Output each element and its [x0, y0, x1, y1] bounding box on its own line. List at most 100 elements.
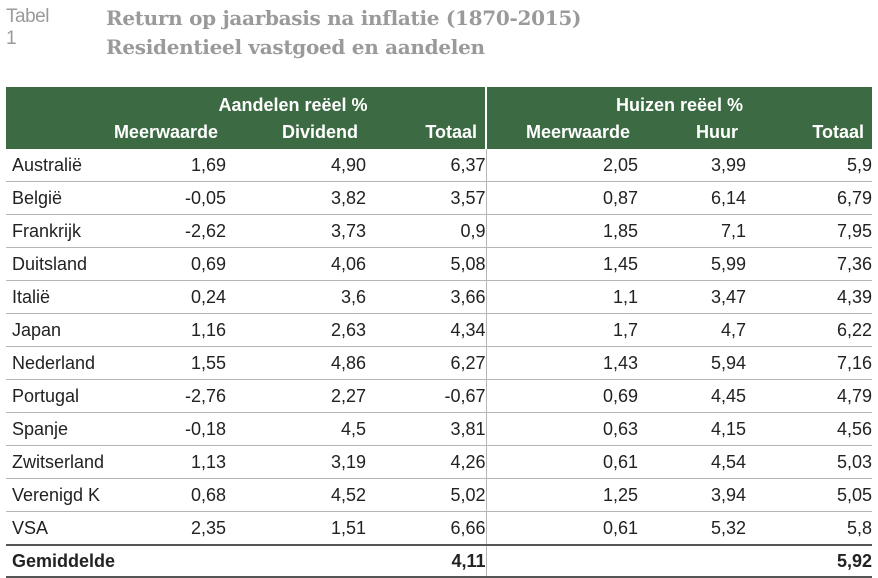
country-cell: Portugal [6, 379, 101, 413]
table-row: Zwitserland 1,13 3,19 4,26 0,61 4,54 5,0… [6, 445, 873, 479]
corner-cell [6, 87, 101, 119]
value-cell: 4,45 [638, 379, 747, 413]
value-cell: -2,62 [101, 214, 226, 248]
value-cell: 1,45 [486, 247, 639, 281]
value-cell: -0,18 [101, 412, 226, 446]
value-cell: 4,34 [366, 313, 487, 347]
value-cell: 6,37 [366, 149, 487, 182]
value-cell: 0,69 [486, 379, 639, 413]
value-cell: 4,5 [226, 412, 366, 446]
empty-cell [226, 544, 366, 578]
value-cell: 4,86 [226, 346, 366, 380]
country-cell: Nederland [6, 346, 101, 380]
value-cell: 3,66 [366, 280, 487, 314]
value-cell: 1,69 [101, 149, 226, 182]
value-cell: 6,14 [638, 181, 747, 215]
table-row: Italië 0,24 3,6 3,66 1,1 3,47 4,39 [6, 280, 873, 314]
col-header: Meerwaarde [486, 119, 639, 149]
value-cell: 7,95 [746, 214, 873, 248]
value-cell: 1,85 [486, 214, 639, 248]
value-cell: 3,82 [226, 181, 366, 215]
table-row: Spanje -0,18 4,5 3,81 0,63 4,15 4,56 [6, 412, 873, 446]
table-row: Australië 1,69 4,90 6,37 2,05 3,99 5,9 [6, 149, 873, 182]
value-cell: 2,35 [101, 511, 226, 546]
value-cell: 3,19 [226, 445, 366, 479]
value-cell: 3,57 [366, 181, 487, 215]
value-cell: -2,76 [101, 379, 226, 413]
value-cell: 4,90 [226, 149, 366, 182]
average-row: Gemiddelde 4,11 5,92 [6, 544, 873, 578]
value-cell: 4,79 [746, 379, 873, 413]
value-cell: 3,6 [226, 280, 366, 314]
value-cell: 0,69 [101, 247, 226, 281]
value-cell: 5,32 [638, 511, 747, 546]
value-cell: 3,73 [226, 214, 366, 248]
col-header: Dividend [226, 119, 366, 149]
value-cell: 6,22 [746, 313, 873, 347]
group-houses: Huizen reëel % [486, 87, 873, 119]
value-cell: 0,87 [486, 181, 639, 215]
table-number-label: Tabel 1 [6, 6, 49, 49]
value-cell: 4,7 [638, 313, 747, 347]
table-row: Verenigd K 0,68 4,52 5,02 1,25 3,94 5,05 [6, 478, 873, 512]
value-cell: 1,13 [101, 445, 226, 479]
value-cell: 4,39 [746, 280, 873, 314]
value-cell: 6,27 [366, 346, 487, 380]
value-cell: 1,1 [486, 280, 639, 314]
empty-cell [101, 544, 226, 578]
country-cell: Spanje [6, 412, 101, 446]
value-cell: 0,61 [486, 511, 639, 546]
value-cell: -0,67 [366, 379, 487, 413]
value-cell: 4,26 [366, 445, 487, 479]
country-cell: België [6, 181, 101, 215]
group-header-row: Aandelen reëel % Huizen reëel % [6, 87, 873, 119]
average-stocks-total: 4,11 [366, 544, 487, 578]
value-cell: 4,56 [746, 412, 873, 446]
value-cell: -0,05 [101, 181, 226, 215]
value-cell: 1,16 [101, 313, 226, 347]
country-cell: Australië [6, 149, 101, 182]
value-cell: 1,51 [226, 511, 366, 546]
value-cell: 3,94 [638, 478, 747, 512]
table-row: Portugal -2,76 2,27 -0,67 0,69 4,45 4,79 [6, 379, 873, 413]
value-cell: 5,05 [746, 478, 873, 512]
value-cell: 1,55 [101, 346, 226, 380]
table-subtitle: Residentieel vastgoed en aandelen [106, 35, 485, 59]
value-cell: 2,05 [486, 149, 639, 182]
table-row: VSA 2,35 1,51 6,66 0,61 5,32 5,8 [6, 511, 873, 546]
value-cell: 2,63 [226, 313, 366, 347]
country-cell: Italië [6, 280, 101, 314]
value-cell: 5,08 [366, 247, 487, 281]
empty-cell [486, 544, 639, 578]
value-cell: 0,63 [486, 412, 639, 446]
country-cell: Duitsland [6, 247, 101, 281]
table-row: Duitsland 0,69 4,06 5,08 1,45 5,99 7,36 [6, 247, 873, 281]
value-cell: 5,94 [638, 346, 747, 380]
value-cell: 1,25 [486, 478, 639, 512]
empty-cell [638, 544, 747, 578]
value-cell: 5,9 [746, 149, 873, 182]
country-cell: VSA [6, 511, 101, 546]
table-row: Japan 1,16 2,63 4,34 1,7 4,7 6,22 [6, 313, 873, 347]
col-header: Huur [638, 119, 747, 149]
table-row: Nederland 1,55 4,86 6,27 1,43 5,94 7,16 [6, 346, 873, 380]
value-cell: 0,9 [366, 214, 487, 248]
value-cell: 3,99 [638, 149, 747, 182]
value-cell: 0,24 [101, 280, 226, 314]
value-cell: 2,27 [226, 379, 366, 413]
average-houses-total: 5,92 [746, 544, 873, 578]
value-cell: 4,15 [638, 412, 747, 446]
table-row: België -0,05 3,82 3,57 0,87 6,14 6,79 [6, 181, 873, 215]
col-header: Totaal [366, 119, 488, 149]
value-cell: 5,8 [746, 511, 873, 546]
average-label: Gemiddelde [6, 544, 115, 578]
country-cell: Frankrijk [6, 214, 101, 248]
value-cell: 5,03 [746, 445, 873, 479]
country-cell: Japan [6, 313, 101, 347]
value-cell: 6,79 [746, 181, 873, 215]
value-cell: 4,06 [226, 247, 366, 281]
value-cell: 3,81 [366, 412, 487, 446]
value-cell: 6,66 [366, 511, 487, 546]
table-row: Frankrijk -2,62 3,73 0,9 1,85 7,1 7,95 [6, 214, 873, 248]
value-cell: 5,02 [366, 478, 487, 512]
